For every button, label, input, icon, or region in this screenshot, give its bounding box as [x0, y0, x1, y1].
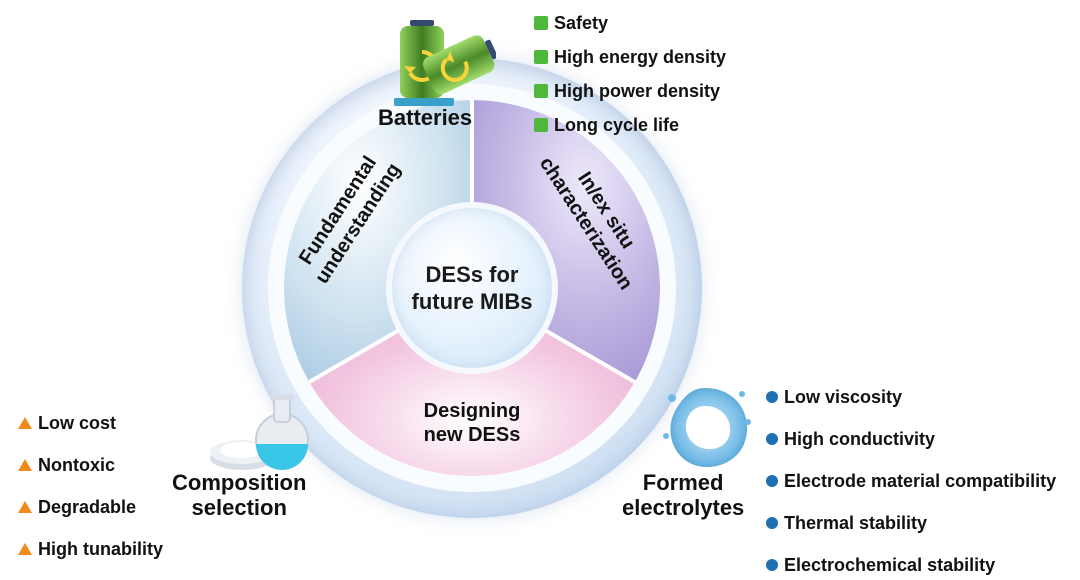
- seg-b-line1: Designing: [424, 400, 521, 422]
- segment-label-bottom: Designing new DESs: [382, 399, 562, 447]
- legend-item: Electrode material compatibility: [766, 466, 1056, 496]
- legend-item: Low viscosity: [766, 382, 1056, 412]
- circle-marker-icon: [766, 517, 778, 529]
- battery-icon: [386, 14, 496, 115]
- square-marker-icon: [534, 84, 548, 98]
- triangle-marker-icon: [18, 417, 32, 429]
- legend-batteries: Safety High energy density High power dens…: [534, 10, 726, 138]
- seg-b-line2: new DESs: [424, 424, 521, 446]
- legend-item: Nontoxic: [18, 450, 163, 480]
- circle-marker-icon: [766, 475, 778, 487]
- legend-item-text: Degradable: [38, 497, 136, 518]
- center-line2: future MIBs: [412, 289, 533, 314]
- legend-item: Low cost: [18, 408, 163, 438]
- legend-item-text: Electrochemical stability: [784, 555, 995, 576]
- triangle-marker-icon: [18, 501, 32, 513]
- square-marker-icon: [534, 118, 548, 132]
- water-svg: [650, 376, 760, 476]
- legend-item-text: Low viscosity: [784, 387, 902, 408]
- label-comp-line2: selection: [192, 495, 287, 520]
- legend-item-text: High tunability: [38, 539, 163, 560]
- legend-item-text: Long cycle life: [554, 115, 679, 136]
- legend-item-text: High power density: [554, 81, 720, 102]
- legend-item: Electrochemical stability: [766, 550, 1056, 580]
- legend-item: High conductivity: [766, 424, 1056, 454]
- legend-item: Safety: [534, 10, 726, 36]
- center-text: DESs for future MIBs: [412, 261, 533, 316]
- triangle-marker-icon: [18, 459, 32, 471]
- flask-icon: [208, 380, 318, 485]
- center-circle: DESs for future MIBs: [386, 202, 558, 374]
- diagram-canvas: Fundamental understanding In/ex situ cha…: [0, 0, 1080, 566]
- legend-item: Long cycle life: [534, 112, 726, 138]
- legend-item: High power density: [534, 78, 726, 104]
- battery-svg: [386, 14, 496, 110]
- legend-electrolytes: Low viscosity High conductivity Electrode …: [766, 382, 1056, 580]
- center-line1: DESs for: [426, 262, 519, 287]
- water-splash-icon: [650, 376, 760, 481]
- legend-item-text: High conductivity: [784, 429, 935, 450]
- circle-marker-icon: [766, 433, 778, 445]
- legend-item-text: High energy density: [554, 47, 726, 68]
- legend-composition: Low cost Nontoxic Degradable High tunabilit…: [18, 408, 163, 564]
- circle-marker-icon: [766, 559, 778, 571]
- square-marker-icon: [534, 16, 548, 30]
- legend-item: High energy density: [534, 44, 726, 70]
- triangle-marker-icon: [18, 543, 32, 555]
- circle-marker-icon: [766, 391, 778, 403]
- legend-item-text: Low cost: [38, 413, 116, 434]
- flask-svg: [208, 380, 318, 480]
- legend-item-text: Electrode material compatibility: [784, 471, 1056, 492]
- square-marker-icon: [534, 50, 548, 64]
- legend-item: High tunability: [18, 534, 163, 564]
- legend-item-text: Safety: [554, 13, 608, 34]
- label-elec-line2: electrolytes: [622, 495, 744, 520]
- legend-item: Thermal stability: [766, 508, 1056, 538]
- legend-item: Degradable: [18, 492, 163, 522]
- legend-item-text: Nontoxic: [38, 455, 115, 476]
- legend-item-text: Thermal stability: [784, 513, 927, 534]
